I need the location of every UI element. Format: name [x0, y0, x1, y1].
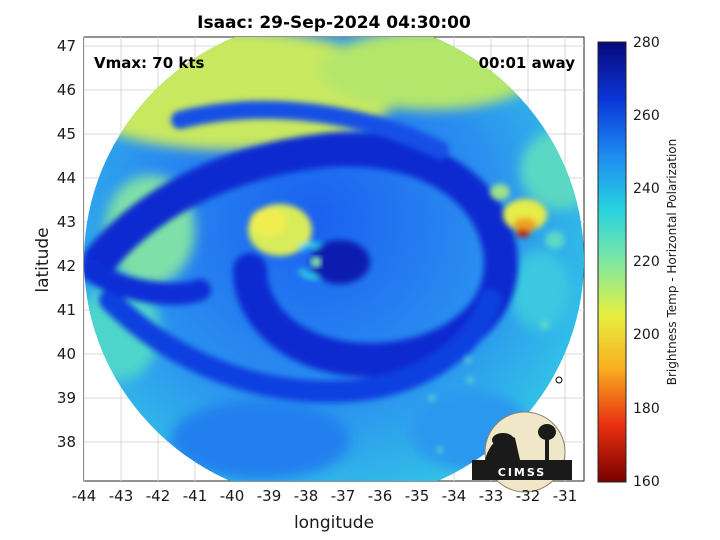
colorbar-tick-label: 280 — [633, 35, 660, 51]
y-tick-label: 41 — [57, 301, 76, 319]
y-tick-label: 42 — [57, 257, 76, 275]
time-away-annotation: 00:01 away — [479, 54, 576, 72]
y-tick-label: 46 — [57, 81, 76, 99]
colorbar-tick-label: 240 — [633, 181, 660, 197]
x-tick-label: -40 — [220, 487, 245, 505]
y-tick-label: 40 — [57, 345, 76, 363]
y-tick-label: 44 — [57, 169, 76, 187]
x-tick-label: -42 — [146, 487, 171, 505]
y-tick-label: 43 — [57, 213, 76, 231]
x-tick-label: -44 — [72, 487, 97, 505]
x-tick-label: -32 — [516, 487, 541, 505]
colorbar-label: Brightness Temp - Horizontal Polarizatio… — [665, 139, 679, 386]
y-axis-ticks: 47 46 45 44 43 42 41 40 39 38 — [57, 37, 76, 451]
y-tick-label: 45 — [57, 125, 76, 143]
y-tick-label: 38 — [57, 433, 76, 451]
colorbar-tick-label: 220 — [633, 254, 660, 270]
y-tick-label: 39 — [57, 389, 76, 407]
x-tick-label: -31 — [553, 487, 578, 505]
x-tick-label: -37 — [331, 487, 356, 505]
colorbar-tick-label: 160 — [633, 474, 660, 490]
x-tick-label: -35 — [405, 487, 430, 505]
vmax-annotation: Vmax: 70 kts — [94, 54, 204, 72]
colorbar-ticks: 280 260 240 220 200 180 160 — [633, 35, 660, 490]
y-tick-label: 47 — [57, 37, 76, 55]
colorbar — [597, 41, 627, 483]
x-tick-label: -36 — [368, 487, 393, 505]
x-axis-ticks: -44 -43 -42 -41 -40 -39 -38 -37 -36 -35 … — [72, 487, 578, 505]
x-tick-label: -38 — [294, 487, 319, 505]
colorbar-tick-label: 200 — [633, 327, 660, 343]
x-tick-label: -43 — [109, 487, 134, 505]
x-axis-label: longitude — [294, 513, 374, 533]
island-outline — [555, 376, 563, 384]
chart-title: Isaac: 29-Sep-2024 04:30:00 — [197, 13, 471, 33]
x-tick-label: -39 — [257, 487, 282, 505]
colorbar-tick-label: 180 — [633, 401, 660, 417]
colorbar-tick-label: 260 — [633, 108, 660, 124]
y-axis-label: latitude — [33, 227, 53, 292]
x-tick-label: -41 — [183, 487, 208, 505]
x-tick-label: -33 — [479, 487, 504, 505]
logo-text: CIMSS — [498, 466, 546, 479]
cimss-logo: CIMSS — [472, 411, 572, 493]
x-tick-label: -34 — [442, 487, 467, 505]
